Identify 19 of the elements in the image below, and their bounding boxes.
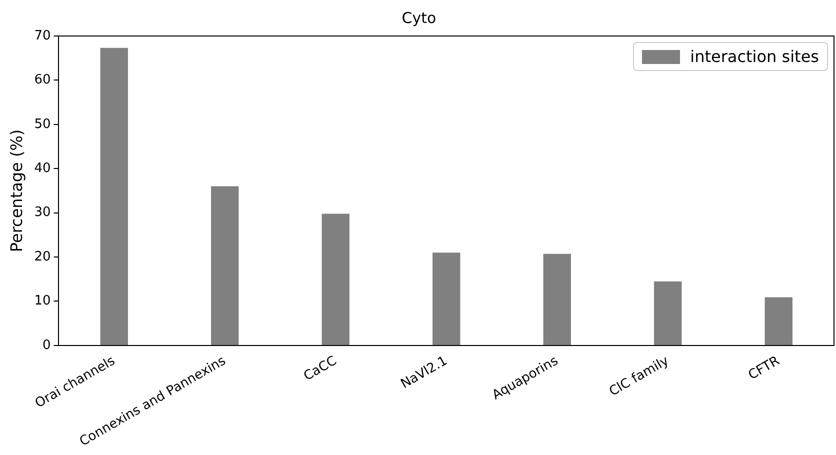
y-tick-label: 60 — [34, 72, 51, 88]
legend-label: interaction sites — [690, 47, 819, 66]
bar — [764, 297, 792, 345]
y-tick-label: 20 — [34, 249, 51, 264]
bar — [432, 252, 460, 345]
x-tick-label: CFTR — [746, 354, 782, 384]
y-tick-label: 30 — [34, 205, 51, 220]
y-tick-label: 40 — [34, 160, 51, 176]
chart-title: Cyto — [402, 8, 436, 27]
bar — [100, 48, 128, 345]
bar — [322, 214, 350, 345]
y-tick-label: 10 — [34, 294, 51, 309]
y-axis-title: Percentage (%) — [6, 129, 26, 252]
y-tick-label: 0 — [42, 338, 51, 353]
bar — [654, 281, 682, 345]
bar — [543, 254, 571, 345]
y-tick-label: 50 — [34, 116, 51, 132]
bar — [211, 186, 239, 345]
y-tick-label: 70 — [34, 28, 51, 44]
